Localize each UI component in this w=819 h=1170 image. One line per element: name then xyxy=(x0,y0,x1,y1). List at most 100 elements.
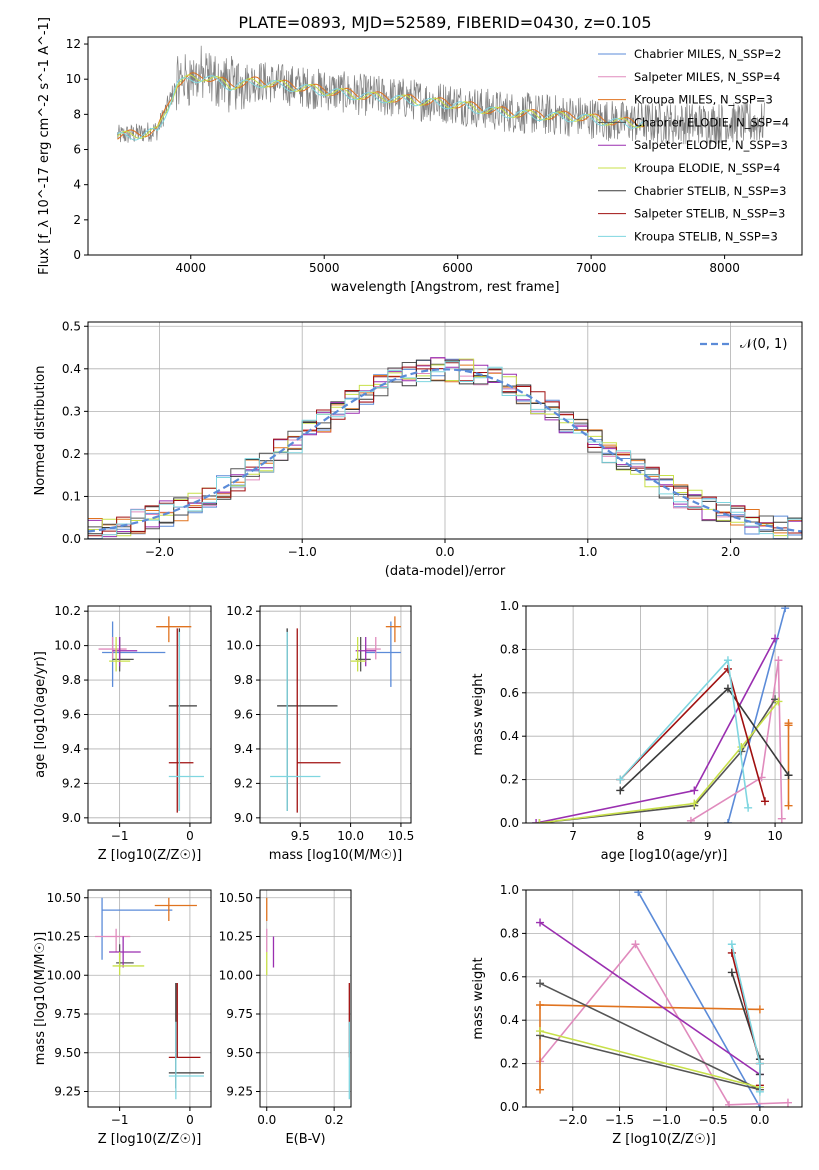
data-point-marker xyxy=(536,1027,545,1036)
legend-label: Chabrier MILES, N_SSP=2 xyxy=(634,47,781,61)
data-point-marker xyxy=(631,940,640,949)
data-point-marker xyxy=(616,775,625,784)
data-point-marker xyxy=(760,797,769,806)
data-point-marker xyxy=(771,634,780,643)
ticks: 4000 5000 6000 7000 8000 0 2 4 6 8 10 12 xyxy=(66,37,740,275)
x-axis-label: Z [log10(Z/Z☉)] xyxy=(98,1132,202,1147)
x-tick-label: −1.0 xyxy=(288,545,317,559)
data-point-marker xyxy=(532,819,541,823)
y-tick-label: 10.25 xyxy=(219,930,253,944)
y-axis-label: mass [log10(M/M☉)] xyxy=(33,932,48,1065)
x-tick-label: 4000 xyxy=(175,261,206,275)
y-tick-label: 0.8 xyxy=(500,926,519,940)
y-tick-label: 10.2 xyxy=(54,604,81,618)
y-tick-label: 0.4 xyxy=(500,1013,519,1027)
x-tick-label: −1 xyxy=(111,1113,129,1127)
y-tick-label: 0.5 xyxy=(62,319,81,333)
data-point-marker xyxy=(723,656,732,665)
y-tick-label: 0.0 xyxy=(62,532,81,546)
y-tick-label: 9.2 xyxy=(234,776,253,790)
chart-panel-5: −1 0 9.25 9.50 9.75 10.00 10.25 10.50 Z [log10(Z… xyxy=(33,889,212,1147)
data-point-marker xyxy=(536,979,545,988)
y-axis-label: mass weight xyxy=(471,673,486,755)
legend-label: Chabrier ELODIE, N_SSP=4 xyxy=(634,115,789,129)
axes-frame xyxy=(87,321,803,540)
ticks: −2.0 −1.0 0.0 1.0 2.0 0.0 0.1 0.2 0.3 0.4 0.5 xyxy=(62,319,740,559)
y-axis-label: mass weight xyxy=(471,957,486,1039)
y-tick-label: 0.4 xyxy=(500,729,519,743)
chart-panel-0: 4000 5000 6000 7000 8000 0 2 4 6 8 10 12 wavelength … xyxy=(37,17,803,295)
x-tick-label: 5000 xyxy=(309,261,340,275)
mass-weight-line xyxy=(539,942,789,1106)
plot-area xyxy=(526,890,802,1107)
mass-weight-line xyxy=(539,700,780,823)
x-tick-label: −0.5 xyxy=(699,1113,728,1127)
x-tick-label: 0.2 xyxy=(325,1113,344,1127)
data-point-marker xyxy=(755,1059,764,1068)
legend-label: Kroupa MILES, N_SSP=3 xyxy=(634,93,773,107)
y-tick-label: 9.2 xyxy=(62,776,81,790)
mass-weight-line xyxy=(619,687,790,792)
y-tick-label: 10.50 xyxy=(47,891,81,905)
mass-weight-line xyxy=(619,667,766,802)
x-tick-label: 7 xyxy=(569,829,577,843)
plot-area xyxy=(526,606,802,823)
legend-label: 𝒩(0, 1) xyxy=(740,337,787,352)
x-tick-label: −2.0 xyxy=(145,545,174,559)
data-point-marker xyxy=(634,890,643,897)
legend-label: Chabrier STELIB, N_SSP=3 xyxy=(634,184,786,198)
plot-area xyxy=(117,45,765,145)
axes-frame xyxy=(87,889,212,1108)
data-point-marker xyxy=(690,786,699,795)
plot-area xyxy=(88,322,802,539)
x-axis-label: wavelength [Angstrom, rest frame] xyxy=(331,280,560,295)
chart-panel-6: 0.0 0.2 9.25 9.50 9.75 10.00 10.25 10.50 E(B-V) xyxy=(219,889,352,1147)
y-tick-label: 0.8 xyxy=(500,642,519,656)
x-tick-label: 8 xyxy=(637,829,645,843)
data-point-marker xyxy=(686,816,695,823)
histogram-series xyxy=(88,361,802,539)
chart-panel-7: −2.0 −1.5 −1.0 −0.5 0.0 0.0 0.2 0.4 0.6 0.8 1.0 Z [… xyxy=(471,883,803,1147)
y-tick-label: 0.0 xyxy=(500,1100,519,1114)
plot-area xyxy=(260,606,411,823)
ticks: 7 8 9 10 0.0 0.2 0.4 0.6 0.8 1.0 xyxy=(500,599,783,843)
axes-frame xyxy=(525,605,803,824)
x-tick-label: 9.5 xyxy=(291,829,310,843)
x-axis-label: (data-model)/error xyxy=(385,564,506,579)
ticks: −1 0 9.25 9.50 9.75 10.00 10.25 10.50 xyxy=(47,891,194,1127)
axes-frame xyxy=(259,889,352,1108)
x-tick-label: 0 xyxy=(186,829,194,843)
x-tick-label: 0.0 xyxy=(750,1113,769,1127)
y-tick-label: 0.2 xyxy=(500,1057,519,1071)
chart-panel-3: 9.5 10.0 10.5 9.0 9.2 9.4 9.6 9.8 10.0 10.2 mass [… xyxy=(226,604,414,863)
x-tick-label: 0.0 xyxy=(435,545,454,559)
mass-weight-line xyxy=(539,698,776,823)
data-point-marker xyxy=(744,803,753,812)
x-tick-label: −1.0 xyxy=(652,1113,681,1127)
data-point-marker xyxy=(535,819,544,823)
x-tick-label: 7000 xyxy=(576,261,607,275)
x-tick-label: 0.0 xyxy=(257,1113,276,1127)
data-point-marker xyxy=(536,1001,545,1010)
legend: Chabrier MILES, N_SSP=2 Salpeter MILES, N… xyxy=(598,47,789,243)
y-tick-label: 1.0 xyxy=(500,599,519,613)
x-tick-label: 10.0 xyxy=(337,829,364,843)
axes-frame xyxy=(87,36,803,256)
x-tick-label: 1.0 xyxy=(578,545,597,559)
data-point-marker xyxy=(723,819,732,823)
legend-label: Kroupa STELIB, N_SSP=3 xyxy=(634,229,778,243)
y-tick-label: 0.3 xyxy=(62,404,81,418)
y-tick-label: 0.6 xyxy=(500,686,519,700)
y-tick-label: 9.50 xyxy=(226,1046,253,1060)
data-point-marker xyxy=(777,814,786,823)
x-axis-label: age [log10(age/yr)] xyxy=(601,848,728,863)
x-tick-label: −1.5 xyxy=(605,1113,634,1127)
data-point-marker xyxy=(781,606,790,613)
x-axis-label: Z [log10(Z/Z☉)] xyxy=(612,1132,716,1147)
data-point-marker xyxy=(784,721,793,730)
legend-label: Kroupa ELODIE, N_SSP=4 xyxy=(634,161,780,175)
data-point-marker xyxy=(690,799,699,808)
y-tick-label: 0.6 xyxy=(500,970,519,984)
y-tick-label: 0.2 xyxy=(62,447,81,461)
mass-weight-line xyxy=(727,607,786,823)
